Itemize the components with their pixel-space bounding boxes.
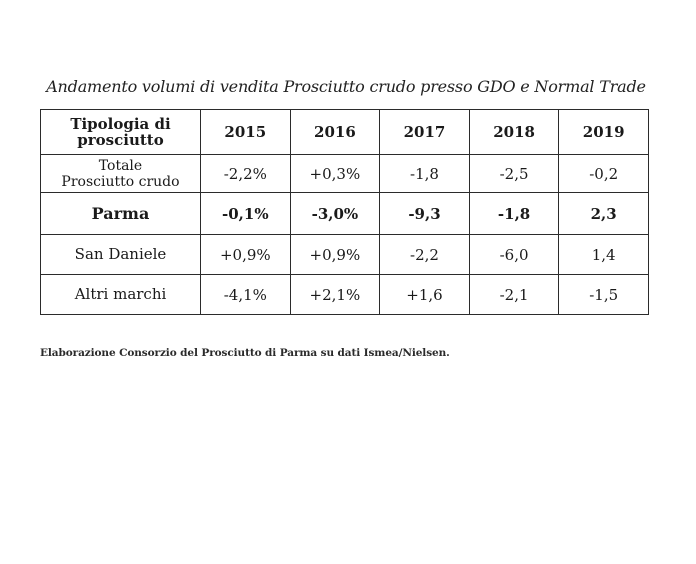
header-year-2017: 2017 xyxy=(379,109,470,155)
source-note: Elaborazione Consorzio del Prosciutto di… xyxy=(40,347,450,359)
table-cell: -0,2 xyxy=(558,154,649,193)
header-year-2015: 2015 xyxy=(200,109,291,155)
sales-volume-table: Tipologia di prosciutto 2015 2016 2017 2… xyxy=(40,109,649,315)
table-cell: -2,2 xyxy=(379,234,470,275)
table-cell: -1,8 xyxy=(379,154,470,193)
row-label-line2: Prosciutto crudo xyxy=(61,173,180,190)
table-cell: +1,6 xyxy=(379,274,470,315)
table-cell: -0,1% xyxy=(200,192,291,235)
header-year-2016: 2016 xyxy=(289,109,381,155)
row-label-san-daniele: San Daniele xyxy=(40,234,201,275)
table-cell: +0,9% xyxy=(200,234,291,275)
table-cell: -3,0% xyxy=(289,192,381,235)
table-cell: -4,1% xyxy=(200,274,291,315)
table-cell: -2,2% xyxy=(200,154,291,193)
table-cell: -2,5 xyxy=(468,154,560,193)
header-year-2018: 2018 xyxy=(468,109,560,155)
row-label-altri-marchi: Altri marchi xyxy=(40,274,201,315)
table-row-altri-marchi: Altri marchi -4,1% +2,1% +1,6 -2,1 -1,5 xyxy=(40,274,649,315)
table-cell: 2,3 xyxy=(558,192,649,235)
table-row-totale: Totale Prosciutto crudo -2,2% +0,3% -1,8… xyxy=(40,154,649,193)
table-cell: +2,1% xyxy=(289,274,381,315)
table-title: Andamento volumi di vendita Prosciutto c… xyxy=(46,77,646,96)
table-header-row: Tipologia di prosciutto 2015 2016 2017 2… xyxy=(40,109,649,155)
header-type-line1: Tipologia di xyxy=(70,115,171,133)
table-row-san-daniele: San Daniele +0,9% +0,9% -2,2 -6,0 1,4 xyxy=(40,234,649,275)
table-cell: -1,5 xyxy=(558,274,649,315)
row-label-totale: Totale Prosciutto crudo xyxy=(40,154,201,193)
table-cell: 1,4 xyxy=(558,234,649,275)
table-cell: -1,8 xyxy=(468,192,560,235)
table-cell: -6,0 xyxy=(468,234,560,275)
table-cell: -9,3 xyxy=(379,192,470,235)
table-cell: -2,1 xyxy=(468,274,560,315)
header-type-line2: prosciutto xyxy=(77,131,164,149)
row-label-parma: Parma xyxy=(40,192,201,235)
table-cell: +0,9% xyxy=(289,234,381,275)
table-row-parma: Parma -0,1% -3,0% -9,3 -1,8 2,3 xyxy=(40,192,649,235)
row-label-line1: Totale xyxy=(98,157,143,174)
table-cell: +0,3% xyxy=(289,154,381,193)
header-year-2019: 2019 xyxy=(558,109,649,155)
header-type-cell: Tipologia di prosciutto xyxy=(40,109,201,155)
